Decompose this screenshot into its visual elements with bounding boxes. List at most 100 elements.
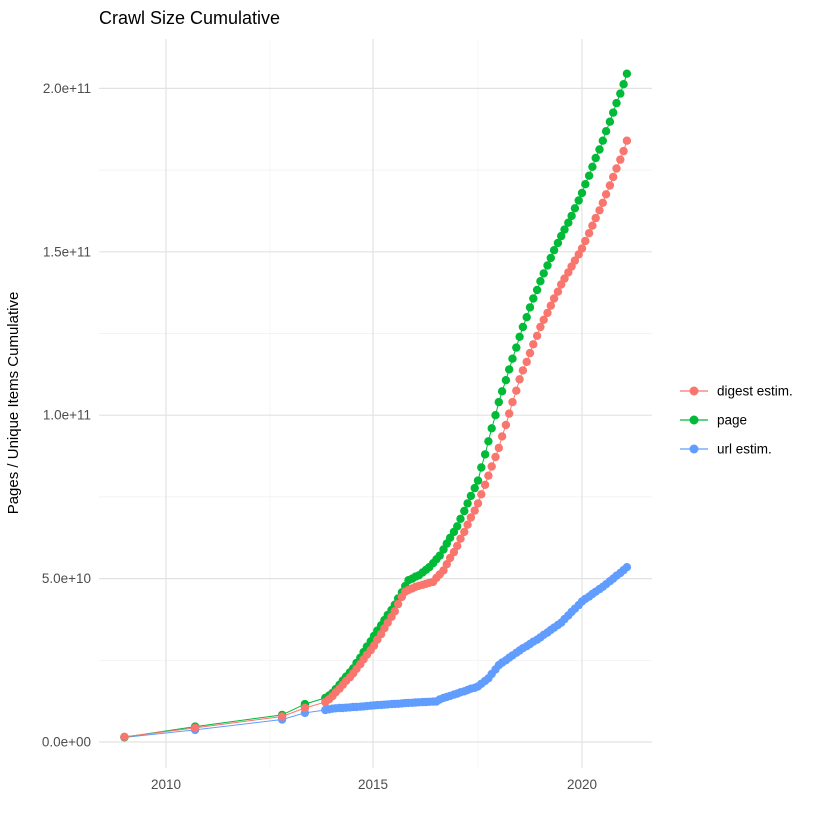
data-point — [487, 462, 496, 471]
data-point — [529, 294, 538, 303]
data-point — [480, 480, 490, 489]
data-point — [622, 136, 632, 145]
data-point — [463, 520, 472, 529]
data-point — [491, 411, 500, 420]
data-point — [605, 181, 615, 190]
data-point — [598, 136, 607, 145]
data-point — [470, 483, 479, 493]
data-point — [543, 261, 552, 270]
data-point — [456, 514, 465, 523]
data-point — [515, 375, 524, 384]
data-point — [560, 225, 569, 234]
data-point — [536, 322, 545, 332]
data-point — [512, 343, 521, 352]
data-point — [522, 313, 531, 322]
data-point — [622, 69, 632, 78]
data-point — [480, 450, 490, 459]
data-point — [581, 236, 590, 246]
data-point — [501, 376, 511, 385]
data-point — [616, 89, 625, 98]
data-point — [557, 231, 566, 241]
data-point — [581, 180, 590, 189]
data-point — [584, 171, 594, 180]
data-point — [605, 117, 615, 126]
series-url-estim — [120, 563, 632, 742]
legend-item-page: page — [680, 413, 747, 428]
data-point — [477, 490, 486, 499]
data-point — [508, 397, 517, 407]
data-point — [460, 527, 469, 537]
data-point — [549, 294, 559, 303]
data-point — [484, 437, 493, 446]
data-point — [473, 499, 483, 508]
data-point — [591, 213, 600, 223]
data-point — [546, 253, 555, 263]
legend-key-dot-page — [689, 415, 699, 425]
data-point — [598, 198, 607, 207]
series-digest-estim — [120, 136, 632, 741]
data-point — [595, 145, 604, 154]
x-tick-2020: 2020 — [567, 777, 597, 792]
data-point — [570, 256, 580, 265]
data-point — [390, 607, 399, 616]
data-point — [601, 190, 611, 199]
y-tick-3: 1.5e+11 — [43, 244, 91, 259]
plot-panel — [99, 39, 652, 768]
data-point — [491, 452, 500, 462]
data-point — [477, 463, 486, 472]
legend-item-digest-estim: digest estim. — [680, 384, 793, 399]
data-point — [497, 432, 507, 441]
data-point — [577, 244, 587, 253]
data-point — [570, 204, 580, 213]
legend-label-url: url estim. — [717, 442, 772, 457]
data-point — [539, 315, 548, 324]
data-point — [525, 303, 535, 312]
data-point — [543, 308, 552, 318]
data-point — [622, 563, 632, 572]
data-point — [494, 443, 503, 453]
data-point — [616, 155, 625, 164]
data-point — [487, 424, 496, 433]
x-tick-2010: 2010 — [151, 777, 181, 792]
gridlines-major — [99, 39, 652, 768]
y-tick-2: 1.0e+11 — [43, 408, 91, 423]
y-tick-0: 0.0e+00 — [42, 735, 91, 750]
data-point — [609, 172, 618, 182]
data-point — [612, 98, 621, 108]
data-point — [456, 534, 465, 543]
data-point — [120, 732, 129, 741]
data-point — [564, 218, 573, 227]
chart-title: Crawl Size Cumulative — [99, 8, 280, 28]
data-point — [453, 541, 462, 551]
data-point — [473, 476, 483, 485]
data-point — [300, 703, 310, 713]
data-point — [190, 723, 200, 733]
data-point — [577, 188, 587, 198]
data-point — [505, 409, 514, 418]
data-point — [532, 285, 542, 295]
data-point — [567, 211, 576, 221]
data-point — [449, 547, 459, 557]
data-point — [619, 80, 628, 89]
y-tick-1: 5.0e+10 — [42, 571, 91, 586]
data-point — [518, 366, 528, 375]
data-point — [466, 491, 476, 501]
data-point — [501, 420, 511, 430]
legend-label-page: page — [717, 413, 747, 428]
legend-item-url-estim: url estim. — [680, 442, 772, 457]
data-point — [435, 551, 444, 560]
data-point — [601, 127, 611, 136]
data-point — [466, 513, 476, 522]
data-point — [508, 354, 517, 363]
data-point — [574, 196, 583, 205]
x-tick-labels: 2010 2015 2020 — [151, 777, 597, 792]
data-point — [553, 287, 563, 296]
legend-key-dot-digest — [689, 386, 699, 396]
data-point — [553, 238, 563, 248]
y-axis-title: Pages / Unique Items Cumulative — [5, 292, 22, 515]
data-point — [522, 357, 531, 367]
x-tick-2015: 2015 — [358, 777, 388, 792]
data-point — [460, 506, 469, 516]
data-point — [549, 246, 559, 255]
